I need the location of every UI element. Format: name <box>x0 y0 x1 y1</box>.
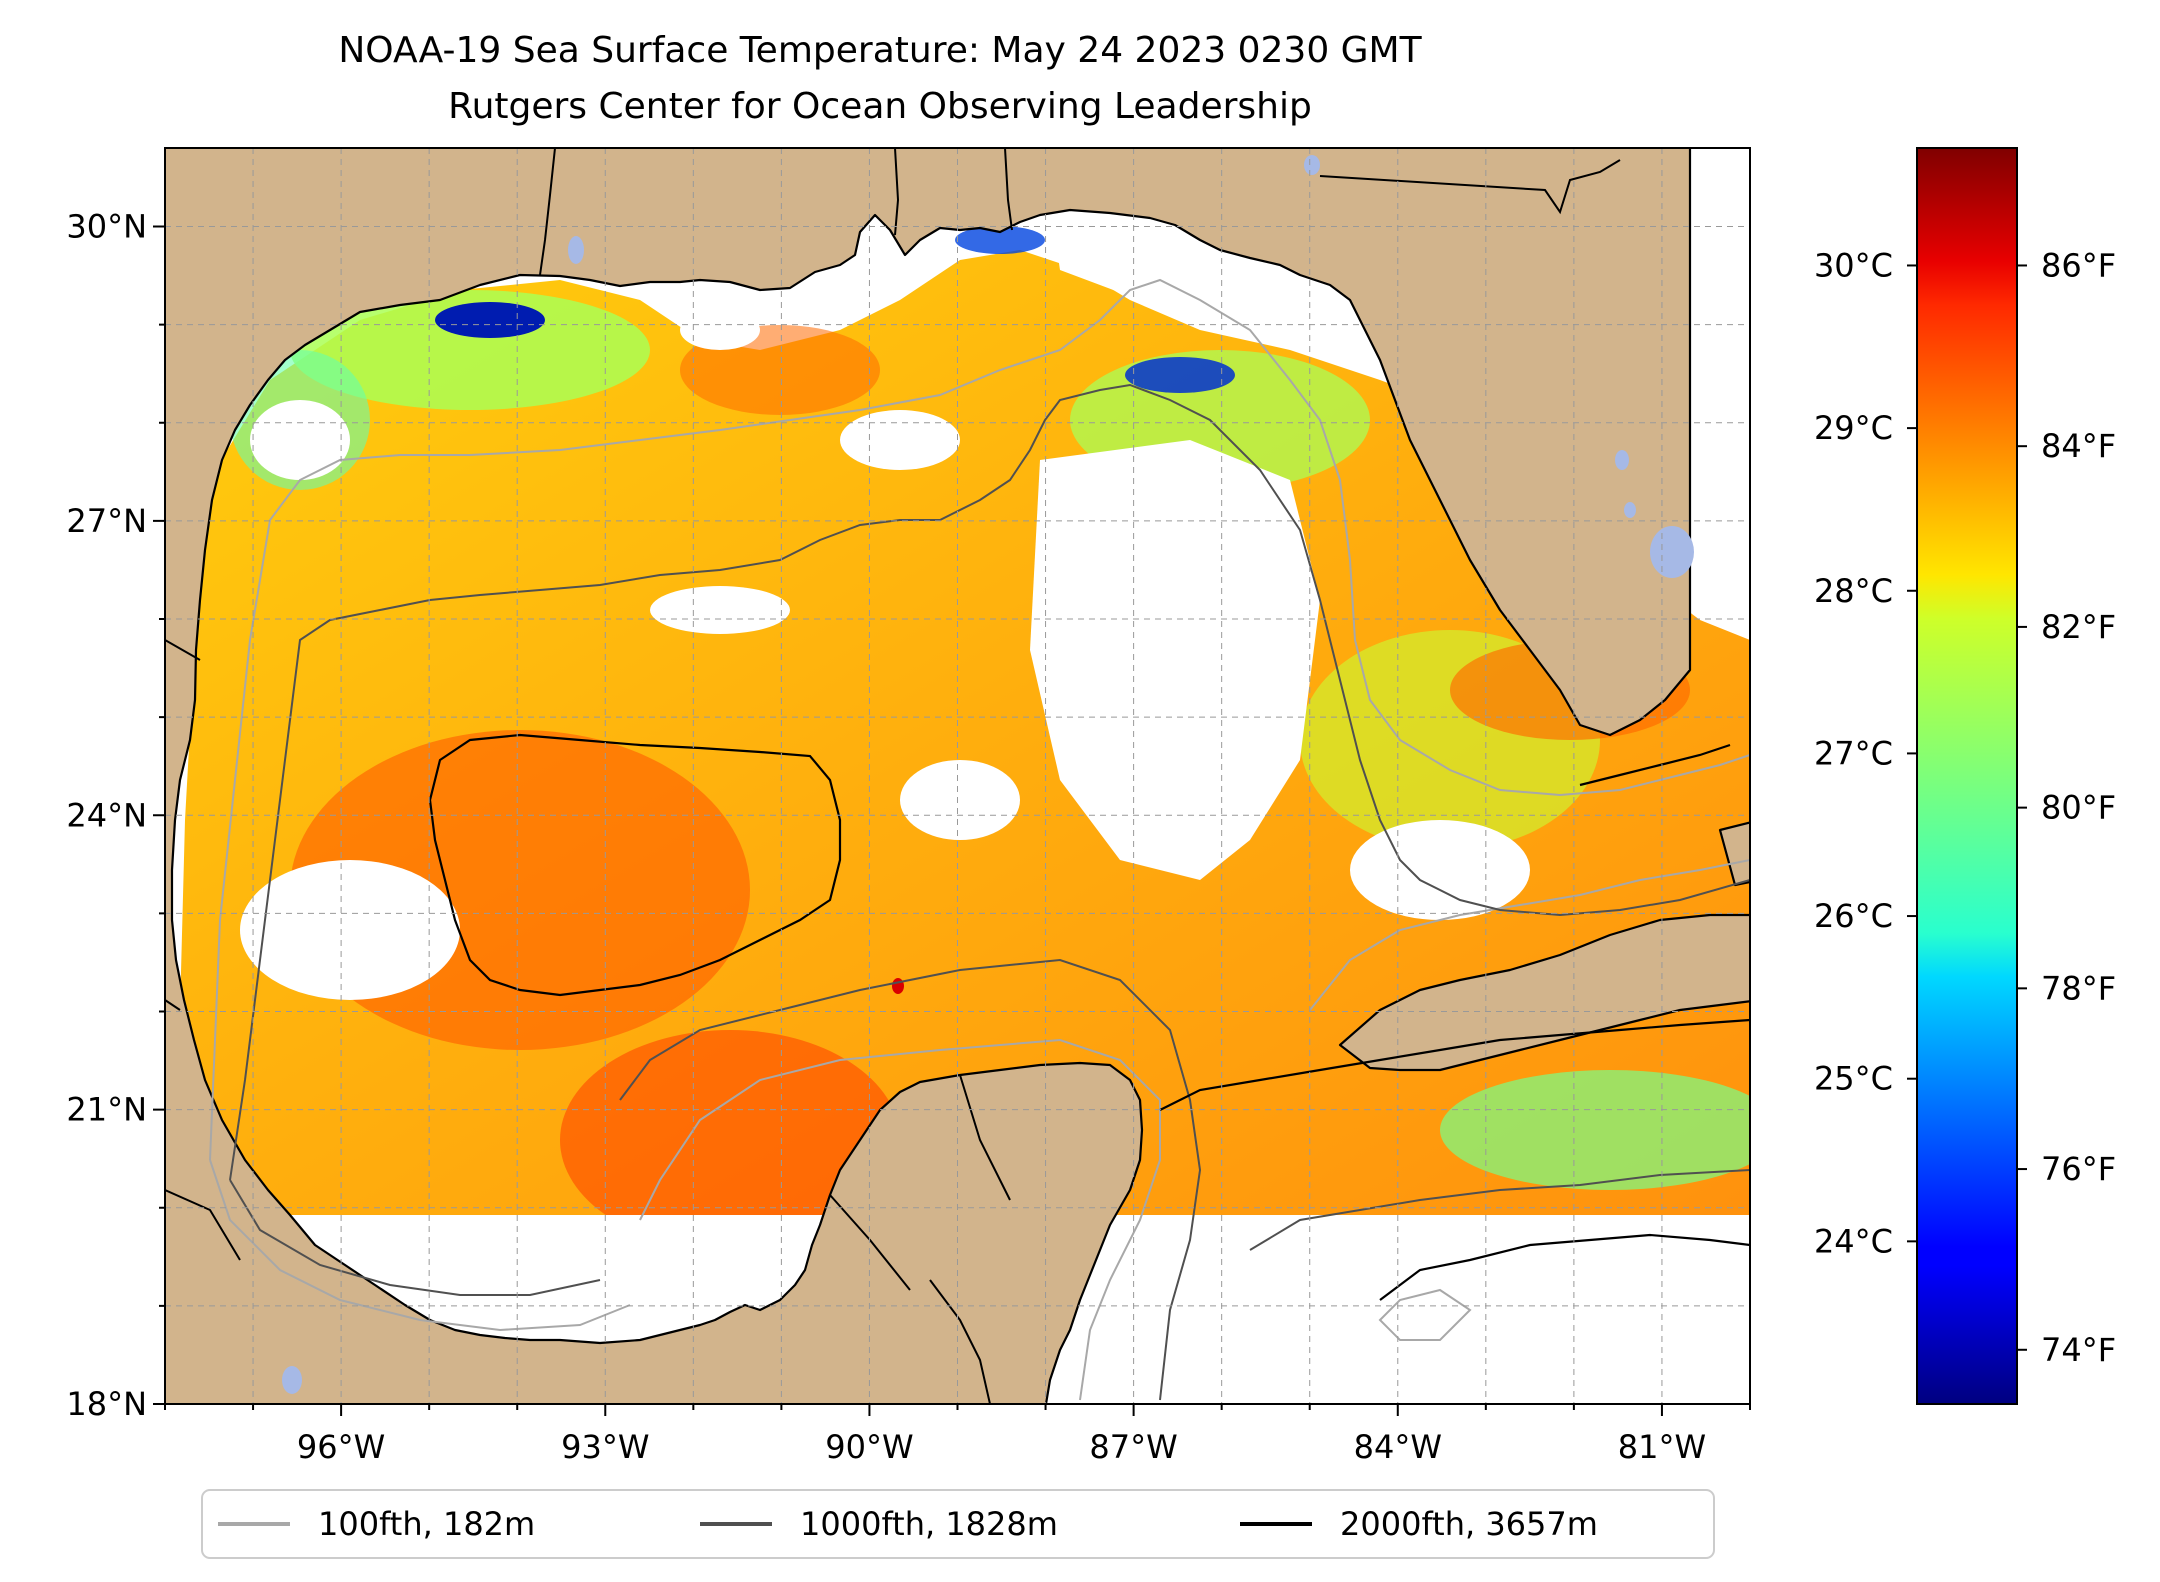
colorbar-f-label: 84°F <box>2041 427 2116 465</box>
border-yucatan-states <box>829 1074 1011 1291</box>
colorbar: 74°F 76°F 78°F 80°F 82°F 84°F 86°F 24°C 25°C 26°… <box>1814 147 2116 1405</box>
cloud-gap-northwest <box>680 310 760 350</box>
lat-tick-label: 30°N <box>66 208 147 246</box>
border-mexico-inland <box>165 639 241 1261</box>
sst-hot-core-south <box>560 1030 900 1250</box>
cloud-gap-west <box>240 860 460 1000</box>
colorbar-fahrenheit-ticks: 74°F 76°F 78°F 80°F 82°F 84°F 86°F <box>2017 246 2116 1369</box>
land-cuba <box>1338 913 1750 1072</box>
colorbar-f-label: 82°F <box>2041 608 2116 646</box>
gridlines <box>165 148 1750 1404</box>
colorbar-f-label: 76°F <box>2041 1150 2116 1188</box>
legend-items: 100fth, 182m 1000fth, 1828m 2000fth, 3657m <box>218 1505 1598 1543</box>
cloud-gap-mid <box>900 760 1020 840</box>
lon-tick-label: 96°W <box>297 1428 385 1466</box>
borders <box>165 148 1621 1404</box>
contour-2000fth-caribbean-north <box>1159 1018 1750 1111</box>
bathymetry-2000fth <box>428 733 1750 1301</box>
colorbar-c-label: 24°C <box>1814 1222 1893 1260</box>
contour-1000fth-campeche <box>619 958 1202 1401</box>
land <box>165 148 1750 1404</box>
cloud-gap-central <box>1030 440 1320 880</box>
colorbar-c-label: 26°C <box>1814 897 1893 935</box>
land-north-american-coast <box>165 148 1692 1404</box>
inland-water <box>282 155 1694 1394</box>
colorbar-f-label: 78°F <box>2041 969 2116 1007</box>
contour-2000fth-cayman <box>1379 1233 1750 1301</box>
colorbar-f-label: 86°F <box>2041 246 2116 284</box>
lake-florida-1 <box>1615 450 1629 470</box>
lat-tick-label: 21°N <box>66 1091 147 1129</box>
contour-1000fth-western-slope <box>229 1179 601 1296</box>
colorbar-c-label: 25°C <box>1814 1060 1893 1098</box>
map-title: NOAA-19 Sea Surface Temperature: May 24 … <box>338 30 1422 71</box>
land-bahamas-edge <box>1718 821 1750 887</box>
border-mississippi-alabama <box>1004 148 1013 231</box>
cloud-gap-texas <box>250 400 350 480</box>
legend: 100fth, 182m 1000fth, 1828m 2000fth, 3657m <box>201 1489 1715 1559</box>
colorbar-f-label: 80°F <box>2041 789 2116 827</box>
colorbar-gradient <box>1916 147 2018 1405</box>
map-area: 96°W 93°W 90°W 87°W 84°W 81°W 18°N 21°N 24°N 27°… <box>66 147 1751 1466</box>
sst-cold-coast-2 <box>1125 357 1235 393</box>
legend-box <box>201 1489 1715 1559</box>
border-texas-louisiana <box>539 148 556 276</box>
border-alabama-florida <box>1319 159 1621 215</box>
longitude-ticks: 96°W 93°W 90°W 87°W 84°W 81°W <box>164 1404 1751 1466</box>
contour-2000fth-sigsbee-escarpment <box>428 733 842 997</box>
legend-label: 100fth, 182m <box>318 1505 535 1543</box>
sst-cool-caribbean <box>1440 1070 1750 1190</box>
contour-1000fth-northern-slope <box>229 383 1750 1181</box>
lat-tick-label: 18°N <box>66 1385 147 1423</box>
colorbar-c-label: 27°C <box>1814 734 1893 772</box>
contour-100fth-northern-shelf <box>209 278 1750 1161</box>
contour-2000fth-florida <box>1579 743 1731 787</box>
lon-tick-label: 87°W <box>1089 1428 1177 1466</box>
legend-label: 2000fth, 3657m <box>1340 1505 1598 1543</box>
lake-okeechobee <box>1650 526 1694 578</box>
sst-cool-shelf-north <box>290 290 650 410</box>
lake-texas <box>568 236 584 264</box>
lon-tick-label: 81°W <box>1618 1428 1706 1466</box>
sst-field <box>165 190 1750 1404</box>
border-louisiana-mississippi <box>894 148 900 236</box>
cloud-gap-louisiana <box>840 410 960 470</box>
bathymetry-100fth <box>209 278 1750 1401</box>
sst-cold-coast-1 <box>435 302 545 338</box>
legend-label: 1000fth, 1828m <box>800 1505 1058 1543</box>
sst-hot-spot <box>892 978 904 994</box>
contour-100fth-cuba <box>1309 859 1750 1011</box>
sst-cold-coast-3 <box>955 226 1045 254</box>
colorbar-c-label: 30°C <box>1814 246 1893 284</box>
contour-100fth-bank <box>1378 1288 1472 1341</box>
lat-tick-label: 24°N <box>66 796 147 834</box>
latitude-ticks: 18°N 21°N 24°N 27°N 30°N <box>66 208 165 1423</box>
lake-mexico <box>282 1366 302 1394</box>
cloud-gap-shelf <box>650 586 790 634</box>
contour-100fth-western-shelf <box>209 1159 631 1332</box>
lon-tick-label: 93°W <box>561 1428 649 1466</box>
lon-tick-label: 84°W <box>1354 1428 1442 1466</box>
map-subtitle: Rutgers Center for Ocean Observing Leade… <box>448 86 1312 127</box>
colorbar-f-label: 74°F <box>2041 1331 2116 1369</box>
colorbar-c-label: 28°C <box>1814 572 1893 610</box>
border-guatemala <box>929 1279 991 1404</box>
lon-tick-label: 90°W <box>825 1428 913 1466</box>
contour-100fth-yucatan <box>639 1038 1161 1401</box>
reservoir-georgia <box>1304 155 1320 175</box>
lake-florida-2 <box>1624 502 1636 518</box>
lat-tick-label: 27°N <box>66 502 147 540</box>
cloud-gap-east <box>1350 820 1530 920</box>
colorbar-c-label: 29°C <box>1814 409 1893 447</box>
colorbar-celsius-ticks: 24°C 25°C 26°C 27°C 28°C 29°C 30°C <box>1814 246 1917 1260</box>
